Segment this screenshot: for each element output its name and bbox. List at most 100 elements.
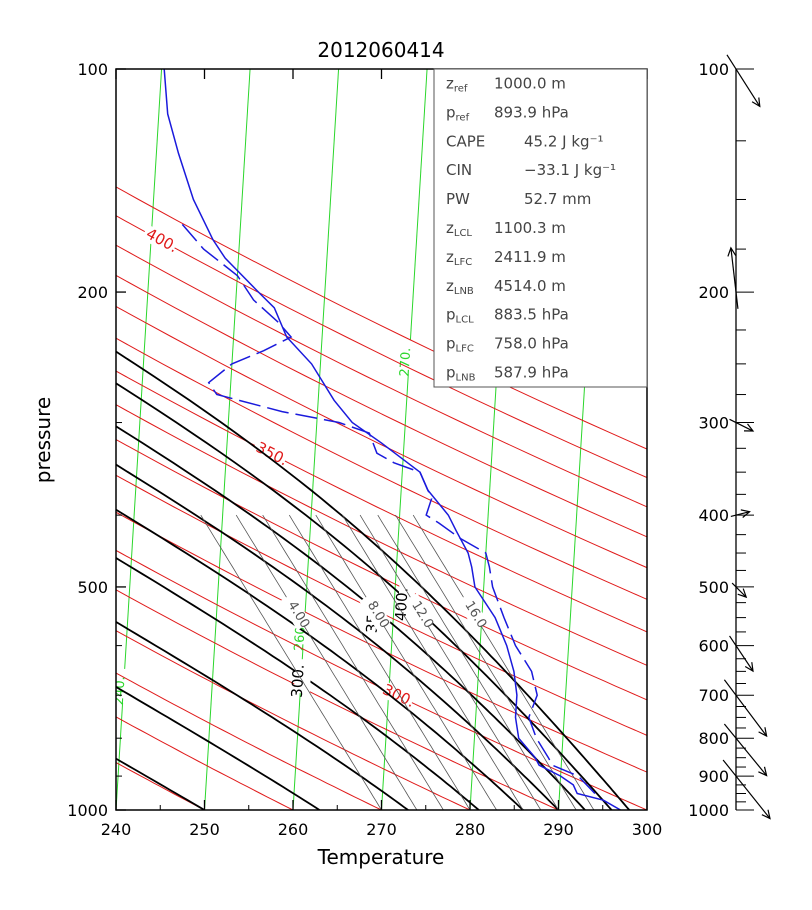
dry-adiabat-line <box>116 589 559 810</box>
isotherm-label: 240. <box>112 676 129 706</box>
wind-vector-arrowhead <box>761 809 771 820</box>
moist-adiabat-line <box>116 463 560 810</box>
dry-adiabat-label: 400. <box>143 224 181 256</box>
x-tick-label: 300 <box>632 820 663 839</box>
info-box-subscript: ref <box>454 83 468 94</box>
info-box-value: 52.7 mm <box>524 190 591 208</box>
info-box-value: 45.2 J kg⁻¹ <box>524 132 604 150</box>
info-box-value: 758.0 hPa <box>494 335 569 353</box>
info-box-value: 893.9 hPa <box>494 103 569 121</box>
y-axis-label: pressure <box>31 397 55 483</box>
wind-vector <box>729 418 754 432</box>
dry-adiabat-line <box>116 337 647 600</box>
dry-adiabat-line <box>116 511 647 773</box>
dry-adiabat-label-bg <box>377 680 416 710</box>
wind-vector-arrowhead <box>744 662 754 673</box>
wind-vector <box>729 635 754 672</box>
info-box-value: 587.9 hPa <box>494 364 569 382</box>
wind-vector <box>723 723 768 776</box>
dry-adiabat-label-bg <box>140 224 179 255</box>
dry-adiabat-label: 300. <box>380 680 418 711</box>
mixing-ratio-line <box>342 514 524 810</box>
mixing-ratio-line <box>200 514 382 810</box>
wind-tick-label: 300 <box>698 414 729 433</box>
wind-tick-label: 500 <box>698 578 729 597</box>
info-box-subscript: LCL <box>456 315 475 326</box>
wind-vector-arrowhead <box>727 246 737 257</box>
moist-adiabat-label-bg <box>293 658 312 694</box>
x-tick-label: 250 <box>189 820 220 839</box>
dry-adiabat-line <box>116 370 647 633</box>
dry-adiabat-line <box>116 438 647 701</box>
wind-vector <box>722 759 771 819</box>
main-axes: 240 250 260 270 280 290 300 100 200 500 1000 <box>67 60 662 839</box>
wind-vector <box>726 54 761 107</box>
wind-vector-arrowhead <box>758 727 768 738</box>
dry-adiabat-line <box>116 474 647 736</box>
moist-adiabat-line <box>116 685 320 810</box>
dry-adiabat-line <box>116 244 647 508</box>
info-box-name: PW <box>446 190 470 208</box>
wind-vector <box>730 511 750 518</box>
x-tick-label: 270 <box>366 820 397 839</box>
dewpoint-profile <box>178 219 596 795</box>
y-tick-label: 200 <box>77 283 108 302</box>
moist-adiabat-line <box>116 508 524 810</box>
wind-tick-label: 100 <box>698 60 729 79</box>
wind-vector-arrowhead <box>743 423 755 432</box>
temperature-profile <box>163 69 621 810</box>
mixing-ratio-line <box>315 514 497 810</box>
x-axis-label: Temperature <box>317 845 445 869</box>
moist-adiabat-line <box>116 350 630 810</box>
mixing-ratio-line <box>395 514 577 810</box>
mixing-ratio-line <box>359 514 542 810</box>
info-box-value: 4514.0 m <box>494 277 566 295</box>
y-tick-label: 1000 <box>67 801 108 820</box>
info-box-frame <box>433 68 648 388</box>
mixing-ratio-label-bg <box>456 593 489 631</box>
dry-adiabat-line <box>116 672 382 810</box>
info-box-value: −33.1 J kg⁻¹ <box>524 161 616 179</box>
wind-tick-label: 400 <box>698 506 729 525</box>
wind-vector <box>731 582 747 598</box>
isotherm-label: 260. <box>292 622 309 652</box>
y-tick-label: 100 <box>77 60 108 79</box>
chart-title: 2012060414 <box>317 38 444 62</box>
x-tick-label: 240 <box>101 820 132 839</box>
dry-adiabat-line <box>116 549 647 810</box>
wind-vector-arrowhead <box>737 588 748 599</box>
isotherm-line <box>736 69 782 810</box>
wind-vector-arrowhead <box>758 766 768 777</box>
dry-adiabat-line <box>116 716 294 810</box>
plot-area: 240.260.270.280.300.350.400.300.350.400.… <box>112 69 782 810</box>
moist-adiabat-line <box>116 556 480 810</box>
info-box-value: 2411.9 m <box>494 248 566 266</box>
x-tick-label: 260 <box>278 820 309 839</box>
info-box-subscript: ref <box>456 112 470 123</box>
info-box-name: CAPE <box>446 132 485 150</box>
moist-adiabat-line <box>116 620 409 810</box>
y-tick-label: 500 <box>77 578 108 597</box>
wind-vector-arrowhead <box>751 97 761 108</box>
info-box-name: CIN <box>446 161 472 179</box>
wind-tick-label: 200 <box>698 283 729 302</box>
wind-vector <box>730 247 739 309</box>
x-tick-label: 290 <box>543 820 574 839</box>
info-box-value: 1100.3 m <box>494 219 566 237</box>
info-box-subscript: LFC <box>456 344 474 355</box>
mixing-ratio-line <box>262 514 444 810</box>
info-box-value: 1000.0 m <box>494 74 566 92</box>
moist-adiabat-label: 400. <box>392 587 412 621</box>
moist-adiabat-label: 300. <box>288 664 308 698</box>
wind-tick-label: 800 <box>698 729 729 748</box>
mixing-ratio-line <box>412 514 595 810</box>
info-box-subscript: LNB <box>454 286 474 297</box>
dry-adiabat-line <box>116 274 647 538</box>
isotherm-line <box>292 69 340 810</box>
mixing-ratio-label-bg <box>403 593 435 631</box>
wind-tick-label: 900 <box>698 767 729 786</box>
mixing-ratio-label-bg <box>279 593 312 631</box>
x-tick-label: 280 <box>455 820 486 839</box>
dry-adiabat-label: 350. <box>253 438 291 469</box>
